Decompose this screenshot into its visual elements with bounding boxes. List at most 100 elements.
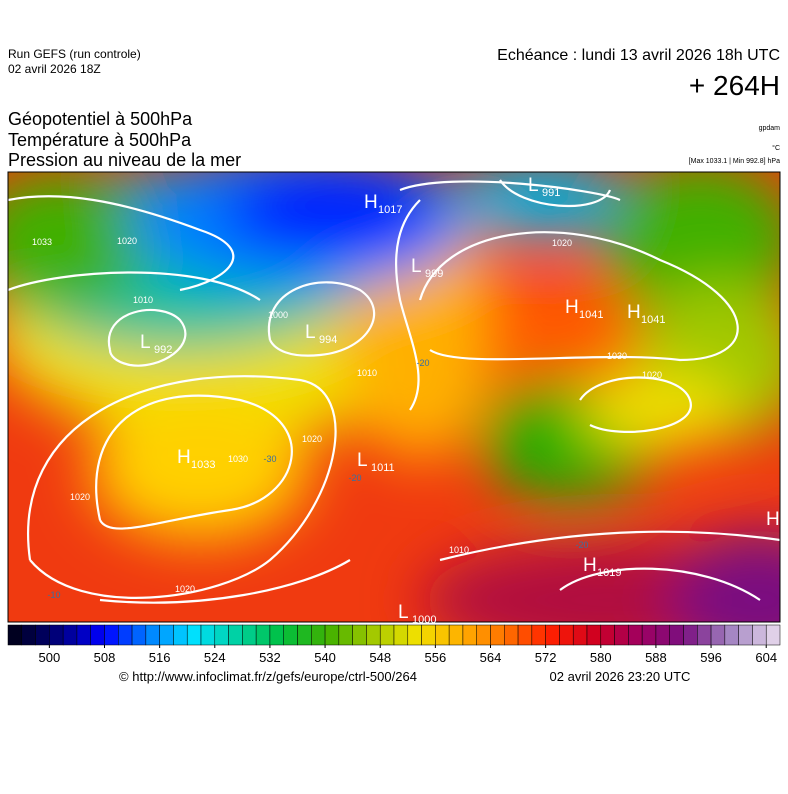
colorbar-swatch	[600, 624, 615, 646]
colorbar-tick-label: 548	[369, 650, 391, 665]
colorbar-swatch	[421, 624, 436, 646]
unit: °C	[772, 144, 780, 152]
colorbar-swatch	[476, 624, 491, 646]
colorbar-swatch	[21, 624, 36, 646]
run-date: 02 avril 2026 18Z	[8, 62, 101, 76]
colorbar-swatch	[131, 624, 147, 646]
isobar-label: 1010	[449, 545, 469, 555]
center-type: L	[398, 602, 409, 623]
isobar-label: 1010	[357, 368, 377, 378]
center-type: H	[583, 555, 597, 576]
center-value: 1019	[597, 567, 621, 579]
unit: gpdam	[759, 125, 781, 132]
temperature-label: -10	[47, 590, 60, 600]
colorbar-tick-label: 500	[39, 650, 61, 665]
colorbar-swatch	[655, 624, 670, 646]
colorbar-swatch	[669, 624, 684, 646]
colorbar-swatch	[366, 624, 381, 646]
colorbar-swatch	[517, 624, 533, 646]
center-value: 1041	[641, 314, 665, 326]
colorbar-swatch	[214, 624, 229, 646]
isobar-label: 1020	[70, 492, 90, 502]
colorbar-swatch	[628, 624, 643, 646]
colorbar-swatch	[173, 624, 188, 646]
center-type: H	[364, 192, 378, 213]
colorbar-swatch	[159, 624, 174, 646]
center-type: L	[411, 256, 422, 277]
isobar-label: 1030	[607, 351, 627, 361]
center-value: 1011	[371, 462, 395, 474]
colorbar-swatch	[407, 624, 422, 646]
issued: 02 avril 2026 23:20 UTC	[550, 669, 691, 684]
colorbar-swatch	[765, 624, 781, 646]
center-type: H	[177, 447, 191, 468]
center-type: H	[766, 509, 780, 530]
center-value: 999	[425, 268, 443, 280]
isobar-label: 1020	[302, 434, 322, 444]
lead-time: + 264H	[689, 70, 780, 101]
colorbar-swatch	[324, 624, 340, 646]
isobar-label: 1030	[228, 454, 248, 464]
center-type: L	[528, 175, 539, 196]
colorbar-swatch	[738, 624, 753, 646]
valid-time: Echéance : lundi 13 avril 2026 18h UTC	[497, 47, 780, 64]
colorbar-swatch	[490, 624, 505, 646]
temperature-label: -30	[263, 454, 276, 464]
colorbar-swatch	[338, 624, 353, 646]
colorbar-tick-label: 524	[204, 650, 226, 665]
colorbar-swatch	[269, 624, 284, 646]
colorbar-swatch	[62, 624, 78, 646]
center-value: 1000	[412, 614, 436, 626]
map	[8, 172, 780, 622]
colorbar-tick-label: 588	[645, 650, 667, 665]
colorbar-swatch	[641, 624, 657, 646]
isobar-label: 1020	[552, 238, 572, 248]
temperature-label: -20	[348, 473, 361, 483]
colorbar-swatch	[352, 624, 367, 646]
isobar-label: 1020	[642, 370, 662, 380]
colorbar-swatch	[710, 624, 726, 646]
colorbar-swatch	[255, 624, 271, 646]
colorbar-tick-label: 604	[755, 650, 777, 665]
center-value: 1017	[378, 204, 402, 216]
colorbar-tick-label: 596	[700, 650, 722, 665]
colorbar-swatch	[104, 624, 119, 646]
colorbar-swatch	[724, 624, 739, 646]
colorbar-swatch	[545, 624, 560, 646]
center-value: 1033	[191, 459, 215, 471]
colorbar-tick-label: 508	[94, 650, 116, 665]
colorbar-swatch	[504, 624, 519, 646]
colorbar-swatch	[683, 624, 698, 646]
colorbar-tick-label: 580	[590, 650, 612, 665]
isobar-label: 1020	[175, 584, 195, 594]
center-type: L	[357, 450, 368, 471]
colorbar-swatch	[35, 624, 50, 646]
colorbar-tick-label: 572	[535, 650, 557, 665]
colorbar-swatch	[448, 624, 464, 646]
unit: [Max 1033.1 | Min 992.8] hPa	[689, 158, 780, 165]
field: Pression au niveau de la mer	[8, 150, 241, 170]
colorbar-tick-label: 564	[480, 650, 502, 665]
isobar-label: 1010	[133, 295, 153, 305]
colorbar-swatch	[531, 624, 546, 646]
colorbar-swatch	[145, 624, 160, 646]
colorbar-swatch	[752, 624, 767, 646]
colorbar-swatch	[228, 624, 243, 646]
colorbar-swatch	[559, 624, 574, 646]
colorbar-swatch	[118, 624, 133, 646]
colorbar-swatch	[283, 624, 298, 646]
center-value: 994	[319, 334, 337, 346]
center-value: 1041	[579, 309, 603, 321]
center-value: 992	[154, 344, 172, 356]
colorbar-tick-label: 556	[425, 650, 447, 665]
colorbar-swatch	[379, 624, 395, 646]
colorbar-swatch	[586, 624, 602, 646]
colorbar-swatch	[614, 624, 629, 646]
colorbar-swatch	[76, 624, 91, 646]
colorbar-swatch	[435, 624, 450, 646]
isobar-label: 1033	[32, 237, 52, 247]
center-value: 991	[542, 187, 560, 199]
colorbar-swatch	[297, 624, 312, 646]
source: © http://www.infoclimat.fr/z/gefs/europe…	[119, 669, 417, 684]
